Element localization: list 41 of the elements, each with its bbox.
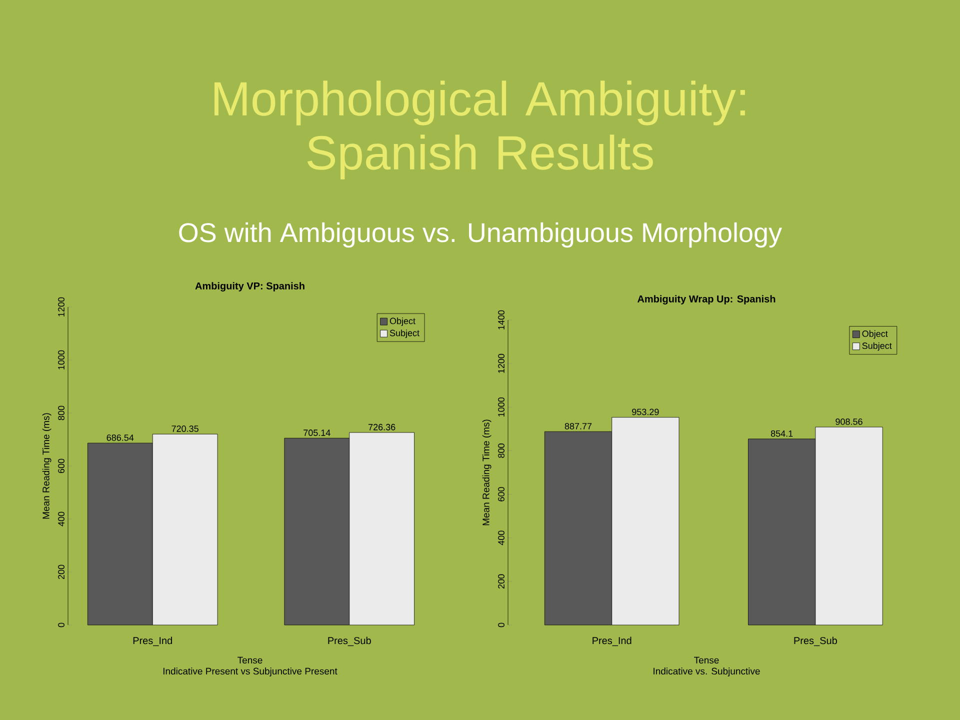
x-tick-label: Pres_Sub: [794, 636, 837, 646]
chart-title: Ambiguity VP: Spanish: [195, 282, 304, 292]
data-label: 726.36: [368, 424, 396, 430]
data-label: 705.14: [304, 430, 330, 436]
y-tick-label: 400: [58, 512, 64, 526]
x-tick-label: Pres_Ind: [133, 636, 172, 646]
y-tick-label: 0: [58, 622, 64, 628]
data-label: 908.56: [836, 418, 862, 425]
y-tick-label: 600: [498, 487, 504, 502]
y-tick-label: 200: [58, 564, 64, 580]
y-tick-label: 1000: [58, 350, 64, 370]
text: Indicative vs. Subjunctive: [654, 668, 760, 676]
y-tick-label: 200: [498, 574, 504, 588]
x-axis-title: Tense: [238, 656, 262, 664]
y-tick-label: 800: [498, 444, 504, 458]
y-axis-title: Mean Reading Time (ms): [482, 420, 492, 526]
text: OS with Ambiguous vs. Unambiguous Morphology: [179, 222, 782, 248]
data-label: 854.1: [770, 430, 793, 437]
text: Indicative Present vs Subjunctive Present: [163, 668, 338, 676]
y-tick-label: 400: [498, 530, 504, 546]
legend-label: Subject: [862, 342, 892, 351]
legend-label: Subject: [390, 330, 420, 338]
y-axis-title: Mean Reading Time (ms): [42, 413, 52, 519]
x-axis-title: Tense: [694, 656, 719, 664]
data-label: 686.54: [106, 434, 134, 441]
data-label: 887.77: [564, 423, 592, 430]
y-tick-label: 1200: [498, 354, 504, 373]
y-tick-label: 1200: [58, 297, 64, 316]
y-tick-label: 1400: [498, 310, 504, 330]
legend-label: Object: [862, 330, 888, 339]
x-tick-label: Pres_Ind: [592, 636, 632, 646]
chart-title: Ambiguity Wrap Up: Spanish: [637, 295, 776, 304]
y-tick-label: 1000: [498, 397, 504, 416]
x-tick-label: Pres_Sub: [328, 636, 371, 646]
data-label: 720.35: [172, 426, 198, 432]
data-label: 953.29: [632, 408, 659, 416]
text: Morphological Ambiguity: Spanish Results: [214, 80, 745, 180]
legend-label: Object: [390, 318, 416, 326]
y-tick-label: 0: [498, 622, 504, 628]
y-tick-label: 600: [58, 458, 64, 474]
y-tick-label: 800: [58, 406, 64, 420]
